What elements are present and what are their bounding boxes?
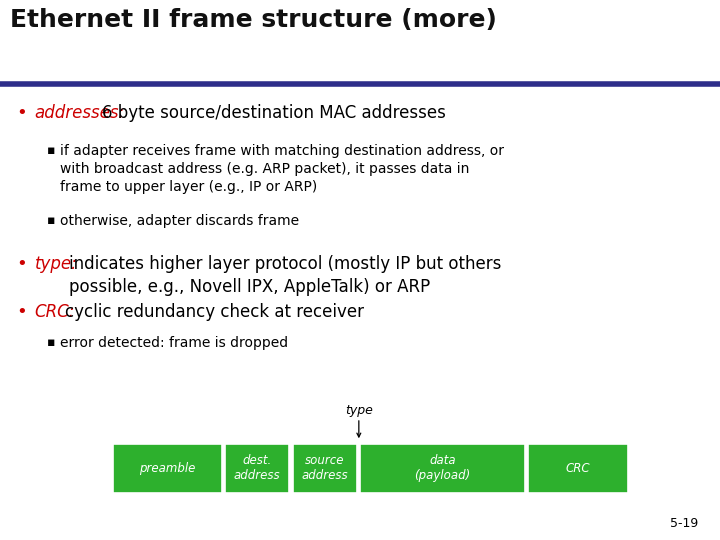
Bar xyxy=(292,444,357,493)
Text: Ethernet II frame structure (more): Ethernet II frame structure (more) xyxy=(10,8,497,32)
Text: error detected: frame is dropped: error detected: frame is dropped xyxy=(60,336,288,350)
Text: ▪: ▪ xyxy=(47,144,55,157)
Text: source
address: source address xyxy=(302,455,348,482)
Text: preamble: preamble xyxy=(139,462,196,475)
Bar xyxy=(113,444,222,493)
Text: 6 byte source/destination MAC addresses: 6 byte source/destination MAC addresses xyxy=(102,104,446,122)
Text: if adapter receives frame with matching destination address, or
with broadcast a: if adapter receives frame with matching … xyxy=(60,144,504,194)
Text: type:: type: xyxy=(35,255,77,273)
Text: addresses:: addresses: xyxy=(35,104,125,122)
Text: type: type xyxy=(345,404,373,417)
Text: otherwise, adapter discards frame: otherwise, adapter discards frame xyxy=(60,214,299,228)
Bar xyxy=(361,444,525,493)
Text: •: • xyxy=(16,303,27,321)
Text: •: • xyxy=(16,104,27,122)
Text: indicates higher layer protocol (mostly IP but others
possible, e.g., Novell IPX: indicates higher layer protocol (mostly … xyxy=(69,255,502,296)
Text: 5-19: 5-19 xyxy=(670,517,698,530)
Text: cyclic redundancy check at receiver: cyclic redundancy check at receiver xyxy=(65,303,364,321)
Text: CRC:: CRC: xyxy=(35,303,75,321)
Bar xyxy=(528,444,629,493)
Text: dest.
address: dest. address xyxy=(234,455,281,482)
Text: •: • xyxy=(16,255,27,273)
Text: ▪: ▪ xyxy=(47,336,55,349)
Text: data
(payload): data (payload) xyxy=(415,455,471,482)
Bar xyxy=(225,444,289,493)
Text: ▪: ▪ xyxy=(47,214,55,227)
Text: CRC: CRC xyxy=(566,462,590,475)
